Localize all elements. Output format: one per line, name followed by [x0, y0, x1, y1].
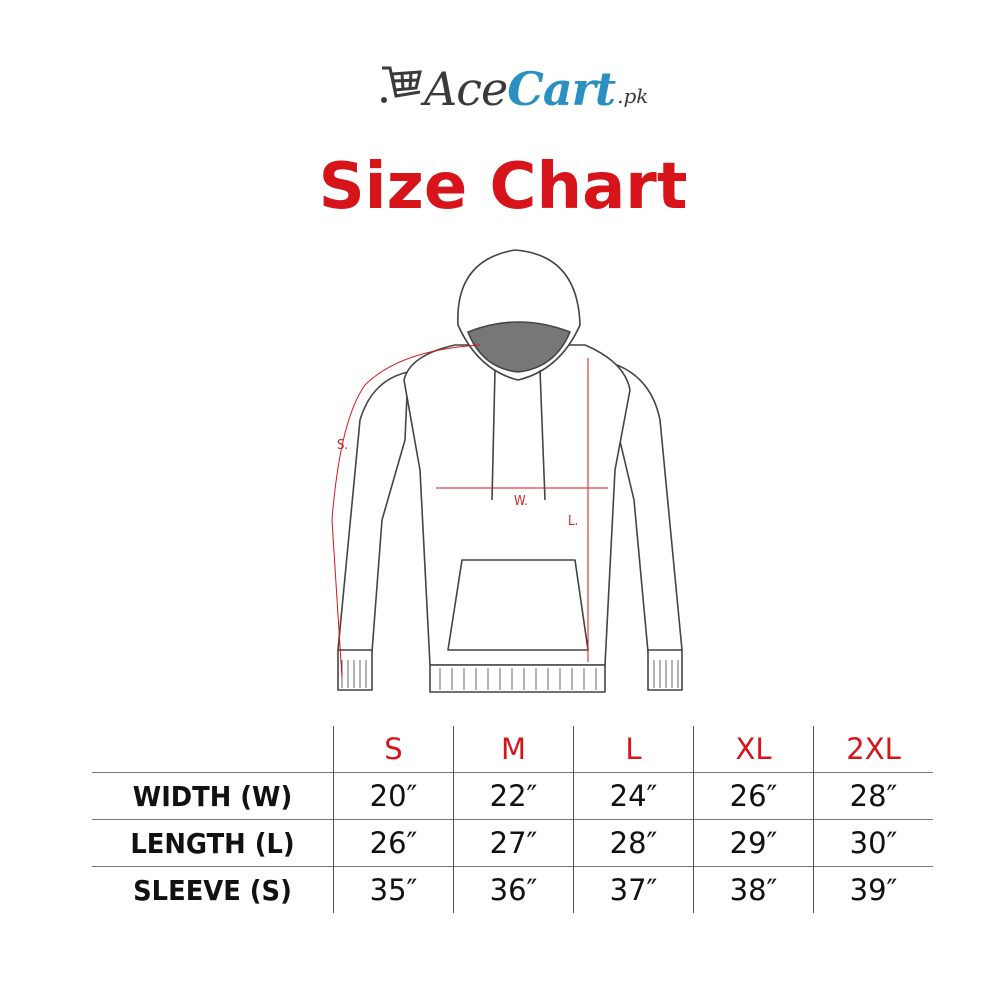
row-label: LENGTH (L)	[101, 819, 324, 867]
size-header: 2XL	[813, 726, 933, 773]
cell: 37″	[573, 866, 694, 913]
size-table: S M L XL 2XL WIDTH (W) 20″ 22″ 24″ 26″ 2…	[92, 726, 933, 913]
cell: 26″	[693, 772, 814, 820]
cell: 20″	[333, 772, 454, 820]
cell: 26″	[333, 819, 454, 867]
cell: 28″	[813, 772, 933, 820]
row-label: WIDTH (W)	[101, 772, 324, 820]
shopping-cart-icon	[381, 66, 422, 103]
brand-logo: Ace Cart .pk	[380, 48, 648, 112]
row-label: SLEEVE (S)	[101, 866, 324, 913]
table-row: LENGTH (L) 26″ 27″ 28″ 29″ 30″	[92, 819, 933, 867]
left-sleeve	[337, 371, 409, 653]
right-cuff	[647, 649, 683, 691]
sleeve-measure-line	[331, 344, 481, 679]
cell: 39″	[813, 866, 933, 913]
table-row: SLEEVE (S) 35″ 36″ 37″ 38″ 39″	[92, 866, 933, 913]
cell: 22″	[453, 772, 574, 820]
cell: 24″	[573, 772, 694, 820]
left-cuff	[337, 649, 373, 691]
size-header: S	[333, 726, 454, 773]
length-label: L.	[568, 514, 579, 529]
width-label: W.	[514, 494, 528, 509]
cell: 36″	[453, 866, 574, 913]
size-header: XL	[693, 726, 814, 773]
size-header: M	[453, 726, 574, 773]
size-header-row: S M L XL 2XL	[92, 726, 933, 773]
cell: 35″	[333, 866, 454, 913]
sleeve-label: S.	[337, 438, 349, 453]
brand-name-ace: Ace	[424, 62, 508, 116]
table-row: WIDTH (W) 20″ 22″ 24″ 26″ 28″	[92, 772, 933, 820]
pocket	[447, 559, 589, 651]
brand-name-cart: Cart	[507, 62, 616, 116]
page-title: Size Chart	[318, 150, 688, 224]
cell: 28″	[573, 819, 694, 867]
size-header: L	[573, 726, 694, 773]
brand-suffix: .pk	[617, 84, 649, 108]
hem	[429, 664, 606, 693]
cell: 27″	[453, 819, 574, 867]
cell: 30″	[813, 819, 933, 867]
cell: 29″	[693, 819, 814, 867]
hood-inner	[467, 321, 571, 373]
cell: 38″	[693, 866, 814, 913]
